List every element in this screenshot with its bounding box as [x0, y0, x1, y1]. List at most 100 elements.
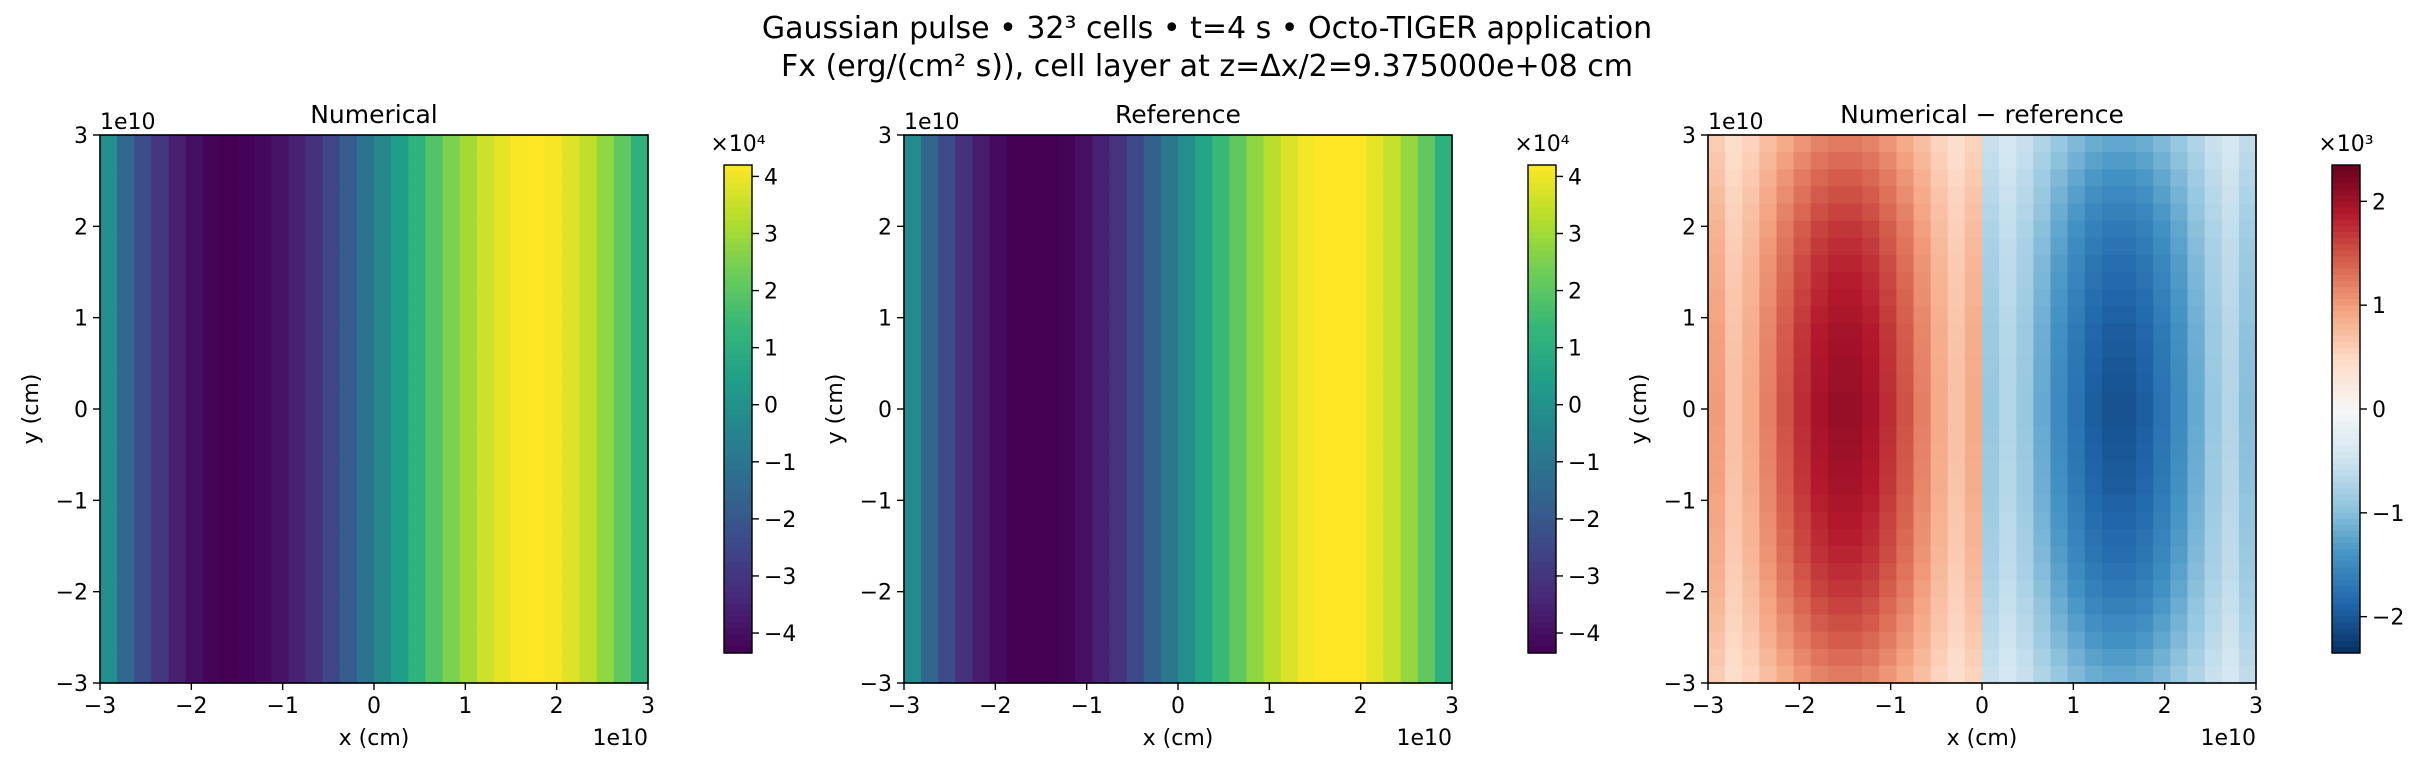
- heatmap-cell: [1143, 409, 1162, 427]
- heatmap-cell: [1212, 186, 1230, 205]
- heatmap-cell: [391, 426, 409, 444]
- colorbar-segment: [1528, 555, 1556, 563]
- heatmap-cell: [168, 546, 187, 564]
- heatmap-cell: [1349, 494, 1367, 513]
- heatmap-cell: [2050, 220, 2069, 239]
- heatmap-cell: [1982, 152, 2000, 170]
- heatmap-cell: [528, 477, 546, 496]
- heatmap-cell: [562, 357, 581, 376]
- heatmap-cell: [408, 272, 426, 290]
- heatmap-cell: [1947, 152, 1966, 170]
- heatmap-cell: [134, 563, 152, 581]
- heatmap-cell: [288, 357, 307, 376]
- heatmap-cell: [1297, 169, 1316, 187]
- heatmap-cell: [921, 494, 939, 513]
- heatmap-cell: [1263, 323, 1282, 342]
- heatmap-cell: [151, 665, 170, 684]
- heatmap-cell: [2067, 203, 2086, 222]
- heatmap-cell: [134, 391, 152, 410]
- heatmap-cell: [1400, 340, 1419, 359]
- heatmap-cell: [921, 323, 939, 342]
- heatmap-cell: [1776, 443, 1795, 461]
- heatmap-cell: [1332, 186, 1350, 205]
- heatmap-cell: [476, 631, 495, 650]
- heatmap-cell: [1930, 237, 1949, 256]
- heatmap-cell: [1776, 306, 1795, 324]
- heatmap-cell: [1366, 648, 1385, 667]
- heatmap-cell: [1947, 374, 1966, 393]
- heatmap-cell: [630, 580, 649, 598]
- heatmap-cell: [1417, 220, 1436, 239]
- heatmap-cell: [1297, 323, 1316, 342]
- heatmap-cell: [630, 614, 649, 633]
- heatmap-cell: [562, 460, 581, 479]
- heatmap-cell: [2084, 237, 2103, 256]
- heatmap-cell: [1023, 648, 1042, 667]
- colorbar-segment: [1528, 433, 1556, 441]
- heatmap-cell: [339, 580, 358, 598]
- heatmap-cell: [185, 203, 204, 222]
- heatmap-cell: [1332, 460, 1350, 479]
- heatmap-cell: [511, 528, 529, 547]
- heatmap-cell: [2170, 511, 2189, 530]
- heatmap-cell: [1383, 340, 1402, 359]
- heatmap-cell: [374, 357, 392, 376]
- heatmap-cell: [1913, 460, 1932, 479]
- heatmap-cell: [1845, 477, 1863, 496]
- heatmap-cell: [1143, 289, 1162, 307]
- heatmap-cell: [938, 169, 956, 187]
- heatmap-cell: [1246, 546, 1265, 564]
- heatmap-cell: [459, 272, 478, 290]
- colorbar-segment: [1528, 476, 1556, 483]
- colorbar-segment: [2332, 207, 2360, 215]
- heatmap-cell: [219, 357, 238, 376]
- colorbar-segment: [1528, 537, 1556, 544]
- heatmap-cell: [1349, 237, 1367, 256]
- heatmap-cell: [1725, 460, 1743, 479]
- heatmap-cell: [1229, 460, 1248, 479]
- heatmap-cell: [2067, 648, 2086, 667]
- heatmap-cell: [168, 443, 187, 461]
- heatmap-cell: [904, 135, 922, 153]
- heatmap-cell: [1793, 511, 1812, 530]
- colorbar-segment: [2332, 341, 2360, 349]
- heatmap-cell: [1913, 477, 1932, 496]
- heatmap-cell: [2170, 665, 2189, 684]
- heatmap-cell: [1827, 289, 1846, 307]
- heatmap-cell: [356, 648, 375, 667]
- heatmap-cell: [1810, 597, 1829, 616]
- heatmap-cell: [511, 340, 529, 359]
- heatmap-cell: [254, 152, 272, 170]
- heatmap-cell: [2033, 135, 2052, 153]
- heatmap-cell: [1725, 580, 1743, 598]
- heatmap-cell: [476, 289, 495, 307]
- colorbar-segment: [2332, 415, 2360, 422]
- heatmap-cell: [955, 426, 974, 444]
- colorbar-segment: [2332, 171, 2360, 178]
- heatmap-cell: [921, 220, 939, 239]
- heatmap-cell: [219, 426, 238, 444]
- heatmap-cell: [425, 237, 444, 256]
- colorbar-segment: [724, 299, 752, 306]
- heatmap-cell: [1759, 614, 1778, 633]
- heatmap-cell: [579, 409, 598, 427]
- heatmap-cell: [921, 665, 939, 684]
- heatmap-cell: [1212, 169, 1230, 187]
- heatmap-cell: [1947, 665, 1966, 684]
- heatmap-cell: [579, 580, 598, 598]
- heatmap-cell: [1315, 665, 1333, 684]
- heatmap-cell: [356, 563, 375, 581]
- heatmap-cell: [1879, 460, 1897, 479]
- heatmap-cell: [493, 580, 512, 598]
- heatmap-cell: [2221, 220, 2240, 239]
- heatmap-cell: [630, 203, 649, 222]
- heatmap-cell: [271, 237, 289, 256]
- heatmap-cell: [1417, 563, 1436, 581]
- heatmap-cell: [938, 135, 956, 153]
- heatmap-cell: [305, 648, 324, 667]
- heatmap-cell: [1143, 511, 1162, 530]
- heatmap-cell: [511, 580, 529, 598]
- heatmap-cell: [1793, 254, 1812, 273]
- heatmap-cell: [2050, 357, 2069, 376]
- heatmap-cell: [134, 186, 152, 205]
